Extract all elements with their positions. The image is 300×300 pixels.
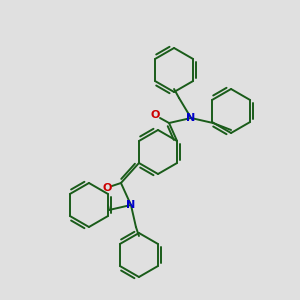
- Text: O: O: [102, 183, 112, 193]
- Text: N: N: [186, 113, 196, 123]
- Text: N: N: [126, 200, 136, 210]
- Text: O: O: [150, 110, 160, 120]
